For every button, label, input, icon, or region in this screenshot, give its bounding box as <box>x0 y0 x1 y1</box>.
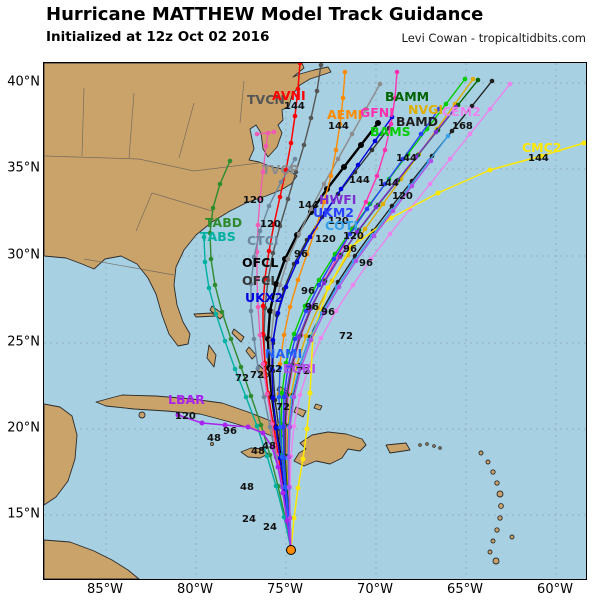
hour-label: 96 <box>359 258 373 269</box>
page-title: Hurricane MATTHEW Model Track Guidance <box>46 4 484 25</box>
model-label-GFNI: GFNI <box>360 105 394 120</box>
hour-label: 96 <box>294 249 308 260</box>
hour-label: 168 <box>452 121 473 132</box>
y-tick-label: 30°N <box>7 247 40 263</box>
y-tick-label: 40°N <box>7 74 40 90</box>
x-tick-label: 60°W <box>537 582 573 597</box>
track-TABS <box>201 234 294 552</box>
hour-label: 120 <box>328 216 349 227</box>
model-label-CEM2: CEM2 <box>442 104 481 119</box>
us-mainland <box>43 62 332 347</box>
hour-label: 144 <box>378 178 399 189</box>
hour-label: 96 <box>321 307 335 318</box>
hour-label: 72 <box>235 373 249 384</box>
y-tick-label: 15°N <box>7 506 40 522</box>
land-geography <box>43 62 515 580</box>
init-time-subtitle: Initialized at 12z Oct 02 2016 <box>46 29 270 45</box>
model-label-CMC2: CMC2 <box>522 140 561 155</box>
hour-label: 144 <box>298 200 319 211</box>
hour-label: 144 <box>396 153 417 164</box>
model-label-BAMM: BAMM <box>385 89 429 104</box>
current-position-dot <box>286 545 296 555</box>
track-NVGI <box>284 76 476 552</box>
hour-label: 48 <box>207 433 221 444</box>
credit-text: Levi Cowan - tropicaltidbits.com <box>401 31 587 45</box>
model-label-OFCL: OFCL <box>242 255 278 270</box>
hour-label: 144 <box>328 121 349 132</box>
model-label-EGRI: EGRI <box>283 361 316 376</box>
hour-label: 72 <box>276 402 290 413</box>
model-label-BAMD: BAMD <box>396 114 438 129</box>
model-label-AEMI: AEMI <box>327 107 362 122</box>
isle-of-youth <box>138 411 146 419</box>
model-label-TVCP: TVCP <box>262 162 299 177</box>
y-tick-label: 35°N <box>7 160 40 176</box>
model-label-CTCI: CTCI <box>247 233 279 248</box>
model-label-UKM2: UKM2 <box>313 205 354 220</box>
track-GFNI <box>283 69 400 552</box>
hispaniola <box>293 431 367 467</box>
model-label-BAMS: BAMS <box>370 124 411 139</box>
storm-start-marker <box>286 545 296 555</box>
hour-label: 48 <box>251 446 265 457</box>
hour-label: 72 <box>296 366 310 377</box>
model-label-TVCN: TVCN <box>247 92 285 107</box>
model-label-TABD: TABD <box>205 215 242 230</box>
hour-label: 96 <box>305 302 319 313</box>
hour-label: 120 <box>260 219 281 230</box>
x-tick-label: 85°W <box>87 582 123 597</box>
hour-label: 96 <box>343 244 357 255</box>
model-label-UKX2: UKX2 <box>245 290 283 305</box>
x-tick-label: 65°W <box>447 582 483 597</box>
puerto-rico <box>385 442 411 454</box>
model-label-LBAR: LBAR <box>168 392 205 407</box>
hour-label: 72 <box>250 370 264 381</box>
yucatan <box>43 403 78 506</box>
track-map: 24 24 48 48 48 48 72 72 72 72 72 72 96 96 96 96 96 96 96 12… <box>43 60 587 580</box>
track-BAMM <box>282 77 481 552</box>
hour-label: 144 <box>349 175 370 186</box>
hour-label: 48 <box>240 482 254 493</box>
hour-label: 24 <box>242 514 256 525</box>
model-label-OFCI: OFCI <box>242 273 275 288</box>
hour-label: 24 <box>263 522 277 533</box>
hour-label: 144 <box>284 101 305 112</box>
model-label-TABS: TABS <box>200 229 236 244</box>
track-BAMD <box>285 78 495 552</box>
model-label-AVNI: AVNI <box>272 88 306 103</box>
hour-label: 120 <box>392 191 413 202</box>
model-tracks <box>175 60 587 552</box>
hour-label: 144 <box>528 153 549 164</box>
y-tick-label: 25°N <box>7 334 40 350</box>
x-tick-label: 80°W <box>177 582 213 597</box>
hour-label: 72 <box>268 364 282 375</box>
hour-label: 120 <box>315 234 336 245</box>
hour-label: 96 <box>223 426 237 437</box>
x-tick-label: 70°W <box>357 582 393 597</box>
hour-label: 48 <box>262 441 276 452</box>
hour-label: 120 <box>343 231 364 242</box>
lesser-antilles <box>210 442 515 565</box>
model-label-NAMI: NAMI <box>265 346 302 361</box>
model-label-NVGI: NVGI <box>408 102 443 117</box>
track-HWFI <box>281 104 459 552</box>
track-EGRI <box>286 158 434 552</box>
y-tick-label: 20°N <box>7 420 40 436</box>
state-borders <box>43 80 260 276</box>
hour-label: 120 <box>243 195 264 206</box>
hour-label: 120 <box>175 411 196 422</box>
model-label-HWFI: HWFI <box>319 192 356 207</box>
x-tick-label: 75°W <box>267 582 303 597</box>
central-america <box>43 539 140 580</box>
hour-label: 72 <box>339 331 353 342</box>
model-label-COTI: COTI <box>325 218 358 233</box>
hour-label: 96 <box>301 286 315 297</box>
